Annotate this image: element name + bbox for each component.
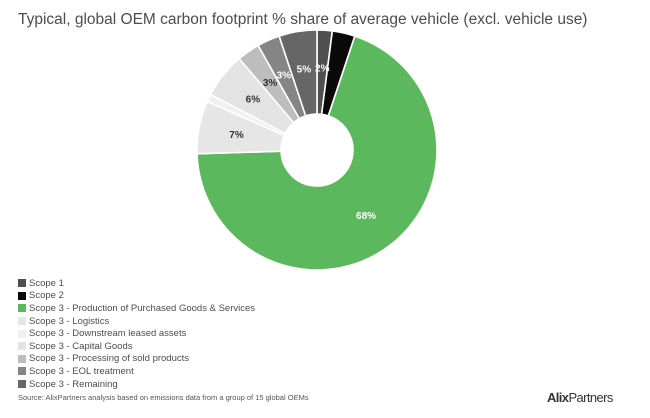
legend-item: Scope 2 <box>18 290 255 303</box>
legend-swatch <box>18 354 26 363</box>
chart-title: Typical, global OEM carbon footprint % s… <box>18 11 588 28</box>
legend-item: Scope 3 - Production of Purchased Goods … <box>18 302 255 315</box>
data-label-3: 68% <box>356 211 376 222</box>
data-label-6: 6% <box>246 94 261 105</box>
slice-group <box>196 29 438 271</box>
data-label-9: 5% <box>297 65 312 76</box>
legend-label: Scope 3 - Remaining <box>29 378 118 390</box>
chart-legend: Scope 1 Scope 2 Scope 3 - Production of Pu… <box>18 277 255 390</box>
legend-label: Scope 3 - EOL treatment <box>29 365 134 377</box>
legend-item: Scope 3 - EOL treatment <box>18 365 255 378</box>
legend-label: Scope 1 <box>29 277 64 289</box>
legend-swatch <box>18 367 26 376</box>
brand-logo: AlixPartners <box>547 390 613 405</box>
slice-9 <box>278 29 318 117</box>
data-label-group: 2%68%7%6%3%3%5% <box>229 64 376 223</box>
legend-swatch <box>18 317 26 326</box>
source-note: Source: AlixPartners analysis based on e… <box>18 393 309 402</box>
legend-swatch <box>18 279 26 288</box>
legend-swatch <box>18 291 26 300</box>
data-label-4: 7% <box>229 130 244 141</box>
legend-swatch <box>18 329 26 338</box>
slice-3 <box>196 35 438 271</box>
legend-item: Scope 1 <box>18 277 255 290</box>
legend-item: Scope 3 - Remaining <box>18 378 255 391</box>
legend-label: Scope 3 - Processing of sold products <box>29 353 190 365</box>
legend-label: Scope 3 - Production of Purchased Goods … <box>29 302 256 314</box>
legend-swatch <box>18 304 26 313</box>
legend-item: Scope 3 - Capital Goods <box>18 340 255 353</box>
legend-swatch <box>18 380 26 389</box>
legend-label: Scope 3 - Capital Goods <box>29 340 133 352</box>
data-label-7: 3% <box>263 78 278 89</box>
legend-swatch <box>18 342 26 351</box>
legend-item: Scope 3 - Logistics <box>18 315 255 328</box>
legend-item: Scope 3 - Downstream leased assets <box>18 327 255 340</box>
legend-label: Scope 3 - Downstream leased assets <box>29 328 187 340</box>
legend-label: Scope 3 - Logistics <box>29 315 110 327</box>
legend-item: Scope 3 - Processing of sold products <box>18 353 255 366</box>
data-label-1: 2% <box>315 64 330 75</box>
data-label-8: 3% <box>277 71 292 82</box>
legend-label: Scope 2 <box>29 290 64 302</box>
